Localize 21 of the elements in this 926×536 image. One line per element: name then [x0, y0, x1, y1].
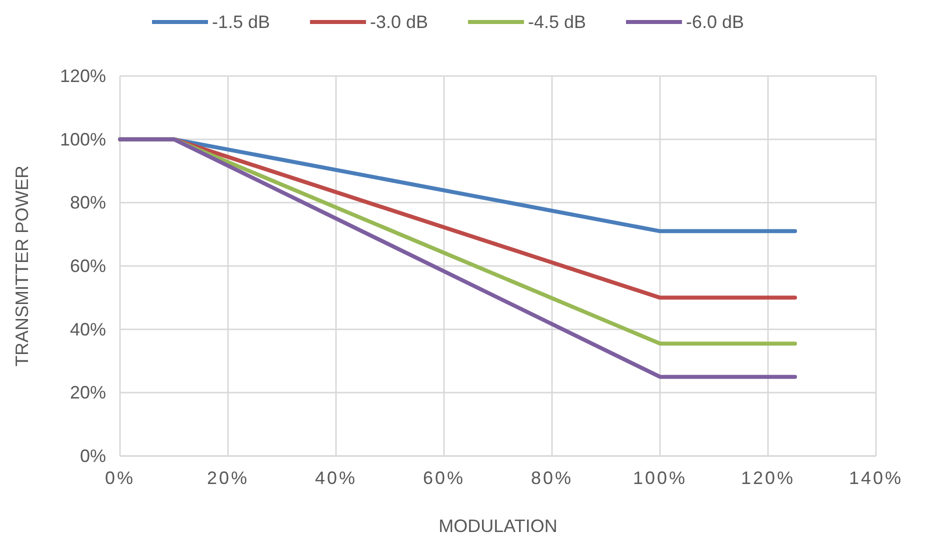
- x-tick-label: 40%: [314, 468, 358, 488]
- legend-label: -1.5 dB: [212, 12, 270, 32]
- x-tick-label: 20%: [206, 468, 250, 488]
- x-tick-label: 120%: [740, 468, 796, 488]
- x-tick-label: 60%: [422, 468, 466, 488]
- legend-label: -6.0 dB: [686, 12, 744, 32]
- y-tick-label: 40%: [70, 319, 106, 340]
- legend-label: -4.5 dB: [528, 12, 586, 32]
- y-axis-title: TRANSMITTER POWER: [12, 166, 32, 366]
- legend-label: -3.0 dB: [370, 12, 428, 32]
- x-tick-label: 0%: [104, 468, 136, 488]
- x-tick-label: 100%: [632, 468, 688, 488]
- y-tick-label: 0%: [80, 446, 106, 466]
- x-axis-title: MODULATION: [438, 516, 558, 536]
- x-tick-label: 140%: [848, 468, 904, 488]
- y-tick-label: 80%: [70, 192, 106, 213]
- y-tick-label: 120%: [60, 66, 106, 86]
- x-tick-label: 80%: [530, 468, 574, 488]
- y-tick-label: 20%: [70, 382, 106, 403]
- y-tick-label: 100%: [60, 129, 106, 150]
- y-tick-label: 60%: [70, 256, 106, 276]
